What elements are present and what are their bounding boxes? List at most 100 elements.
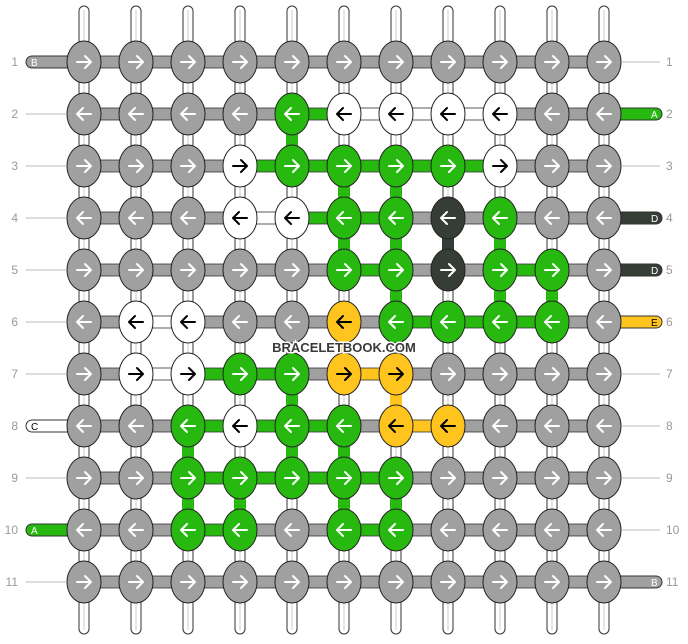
knot[interactable] — [170, 144, 206, 188]
knot[interactable] — [430, 456, 466, 500]
knot[interactable] — [482, 40, 518, 84]
knot[interactable] — [66, 40, 102, 84]
knot[interactable] — [274, 300, 310, 344]
knot[interactable] — [430, 248, 466, 292]
knot[interactable] — [586, 144, 622, 188]
knot[interactable] — [170, 92, 206, 136]
knot[interactable] — [534, 456, 570, 500]
knot[interactable] — [326, 456, 362, 500]
knot[interactable] — [222, 144, 258, 188]
knot[interactable] — [326, 404, 362, 448]
knot[interactable] — [534, 352, 570, 396]
knot[interactable] — [482, 144, 518, 188]
knot[interactable] — [378, 508, 414, 552]
knot[interactable] — [274, 40, 310, 84]
knot[interactable] — [482, 352, 518, 396]
knot[interactable] — [534, 40, 570, 84]
knot[interactable] — [378, 92, 414, 136]
knot[interactable] — [326, 40, 362, 84]
knot[interactable] — [482, 92, 518, 136]
knot[interactable] — [170, 300, 206, 344]
knot[interactable] — [430, 352, 466, 396]
knot[interactable] — [430, 508, 466, 552]
knot[interactable] — [482, 196, 518, 240]
knot[interactable] — [430, 300, 466, 344]
knot[interactable] — [378, 456, 414, 500]
knot[interactable] — [222, 300, 258, 344]
knot[interactable] — [274, 144, 310, 188]
knot[interactable] — [482, 404, 518, 448]
knot[interactable] — [222, 508, 258, 552]
knot[interactable] — [534, 248, 570, 292]
knot[interactable] — [274, 508, 310, 552]
knot[interactable] — [274, 560, 310, 604]
knot[interactable] — [430, 196, 466, 240]
knot[interactable] — [326, 144, 362, 188]
knot[interactable] — [274, 352, 310, 396]
knot[interactable] — [586, 248, 622, 292]
knot[interactable] — [222, 40, 258, 84]
knot[interactable] — [326, 352, 362, 396]
knot[interactable] — [118, 40, 154, 84]
knot[interactable] — [118, 92, 154, 136]
knot[interactable] — [534, 92, 570, 136]
knot[interactable] — [170, 40, 206, 84]
knot[interactable] — [482, 248, 518, 292]
knot[interactable] — [118, 352, 154, 396]
knot[interactable] — [66, 196, 102, 240]
knot[interactable] — [586, 92, 622, 136]
knot[interactable] — [378, 144, 414, 188]
knot[interactable] — [378, 404, 414, 448]
knot[interactable] — [326, 196, 362, 240]
knot[interactable] — [170, 456, 206, 500]
knot[interactable] — [586, 300, 622, 344]
knot[interactable] — [170, 560, 206, 604]
knot[interactable] — [378, 248, 414, 292]
knot[interactable] — [170, 404, 206, 448]
knot[interactable] — [274, 196, 310, 240]
knot[interactable] — [482, 508, 518, 552]
knot[interactable] — [534, 404, 570, 448]
knot[interactable] — [274, 248, 310, 292]
knot[interactable] — [378, 560, 414, 604]
knot[interactable] — [66, 300, 102, 344]
knot[interactable] — [482, 560, 518, 604]
knot[interactable] — [222, 404, 258, 448]
knot[interactable] — [534, 144, 570, 188]
knot[interactable] — [222, 196, 258, 240]
knot[interactable] — [430, 92, 466, 136]
knot[interactable] — [326, 300, 362, 344]
knot[interactable] — [118, 456, 154, 500]
knot[interactable] — [586, 508, 622, 552]
knot[interactable] — [118, 300, 154, 344]
knot[interactable] — [66, 560, 102, 604]
knot[interactable] — [66, 404, 102, 448]
knot[interactable] — [482, 456, 518, 500]
knot[interactable] — [534, 508, 570, 552]
knot[interactable] — [66, 456, 102, 500]
knot[interactable] — [378, 40, 414, 84]
knot[interactable] — [534, 300, 570, 344]
knot[interactable] — [118, 404, 154, 448]
knot[interactable] — [378, 300, 414, 344]
knot[interactable] — [430, 560, 466, 604]
knot[interactable] — [326, 92, 362, 136]
knot[interactable] — [222, 248, 258, 292]
knot[interactable] — [586, 196, 622, 240]
knot[interactable] — [118, 196, 154, 240]
knot[interactable] — [170, 352, 206, 396]
knot[interactable] — [274, 404, 310, 448]
knot[interactable] — [274, 456, 310, 500]
knot[interactable] — [118, 560, 154, 604]
knot[interactable] — [170, 508, 206, 552]
knot[interactable] — [378, 196, 414, 240]
knot[interactable] — [118, 248, 154, 292]
knot[interactable] — [66, 248, 102, 292]
knot[interactable] — [66, 92, 102, 136]
knot[interactable] — [378, 352, 414, 396]
knot[interactable] — [326, 560, 362, 604]
knot[interactable] — [222, 352, 258, 396]
knot[interactable] — [586, 560, 622, 604]
knot[interactable] — [170, 248, 206, 292]
knot[interactable] — [534, 560, 570, 604]
